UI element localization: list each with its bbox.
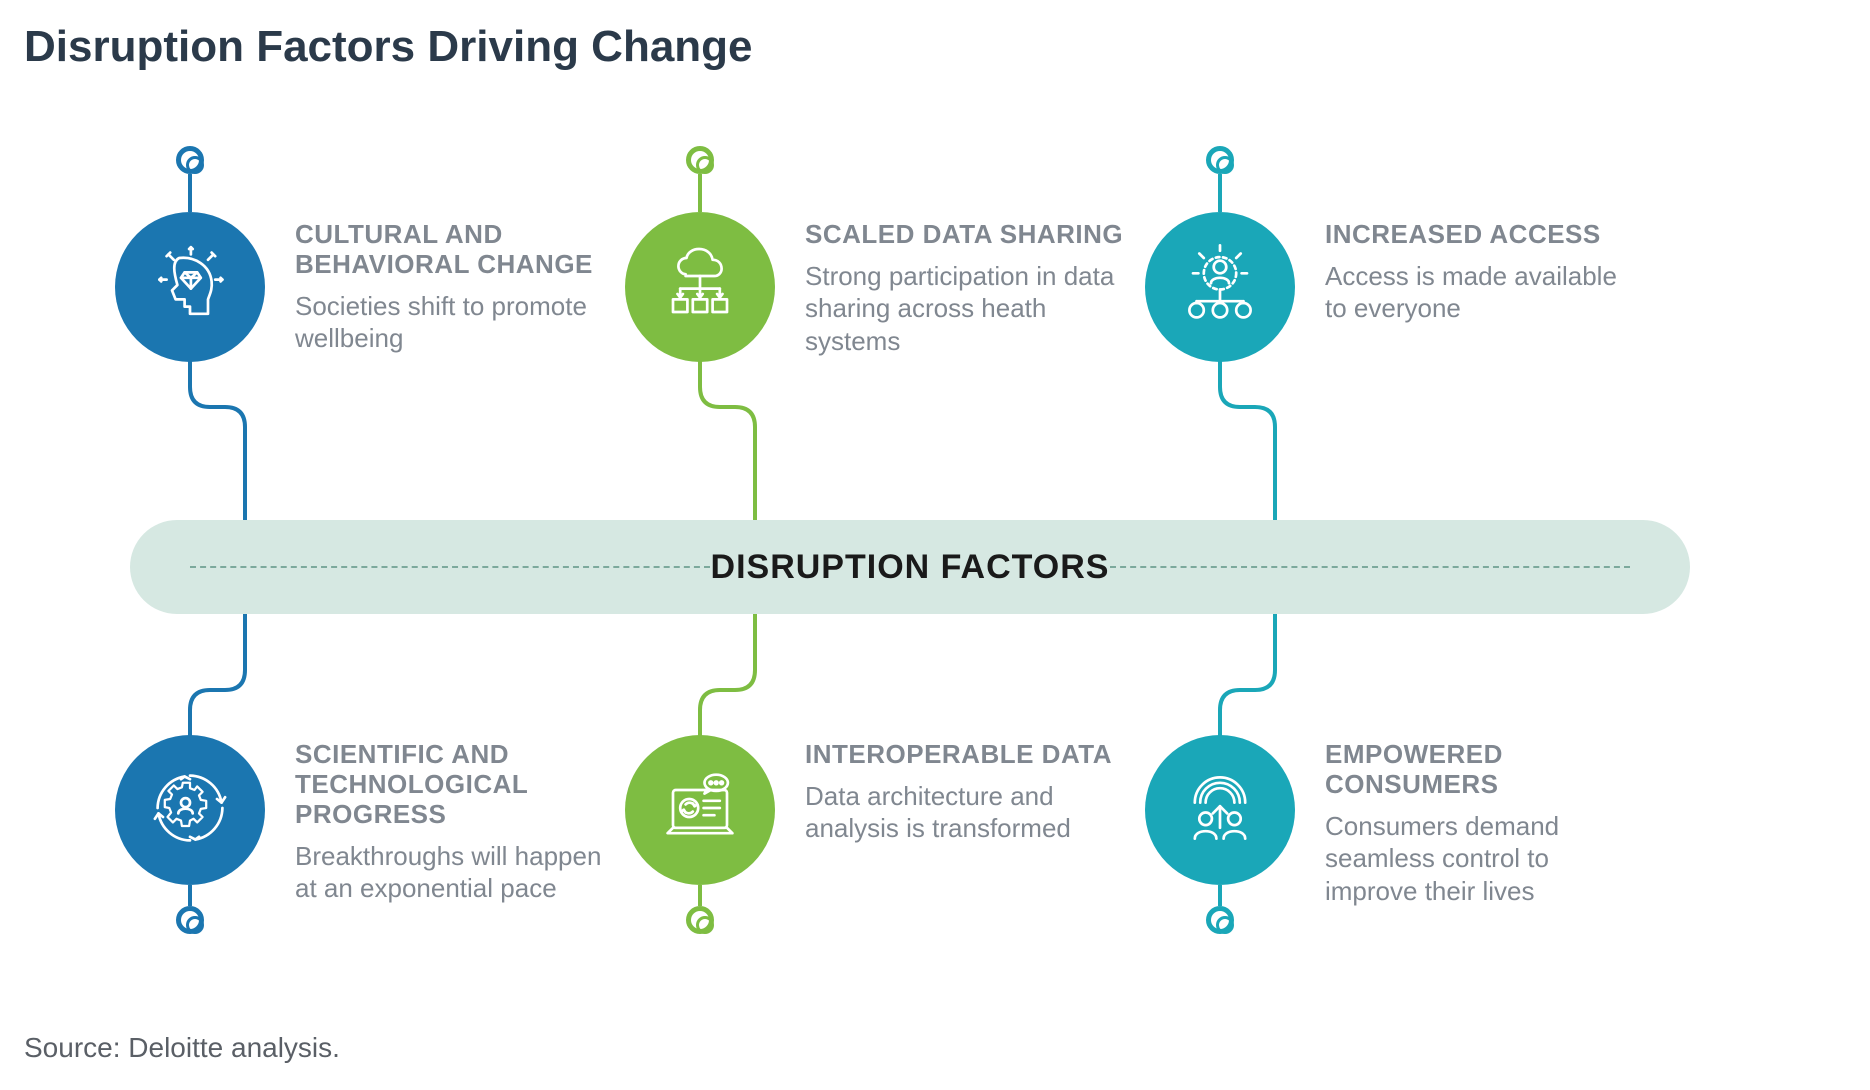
factor-title: CULTURAL AND BEHAVIORAL CHANGE [295, 220, 615, 280]
connector-ring-access [1206, 146, 1234, 174]
factor-text-consumers: EMPOWERED CONSUMERS Consumers demand seam… [1325, 740, 1645, 907]
factor-circle-interop [625, 735, 775, 885]
factor-text-cultural: CULTURAL AND BEHAVIORAL CHANGE Societies … [295, 220, 615, 355]
center-bar: DISRUPTION FACTORS [130, 520, 1690, 614]
factor-desc: Access is made available to everyone [1325, 260, 1645, 325]
center-dash-right [1110, 566, 1630, 568]
head-diamond-icon [145, 240, 235, 335]
factor-text-access: INCREASED ACCESS Access is made available… [1325, 220, 1645, 325]
factor-text-scaled-data: SCALED DATA SHARING Strong participation … [805, 220, 1125, 357]
diagram-container: DISRUPTION FACTORS CULTURAL AND BEHAVIOR… [80, 130, 1800, 990]
connector-ring-scitech [176, 906, 204, 934]
factor-text-scitech: SCIENTIFIC AND TECHNOLOGICAL PROGRESS Bre… [295, 740, 615, 905]
source-text: Source: Deloitte analysis. [24, 1032, 340, 1064]
center-bar-label: DISRUPTION FACTORS [711, 548, 1110, 587]
factor-desc: Breakthroughs will happen at an exponent… [295, 840, 615, 905]
factor-desc: Strong participation in data sharing acr… [805, 260, 1125, 358]
people-up-icon [1175, 763, 1265, 858]
connector-ring-cultural [176, 146, 204, 174]
center-dash-left [190, 566, 710, 568]
connector-ring-consumers [1206, 906, 1234, 934]
factor-circle-access [1145, 212, 1295, 362]
page-title: Disruption Factors Driving Change [24, 22, 753, 72]
factor-circle-cultural [115, 212, 265, 362]
factor-title: SCALED DATA SHARING [805, 220, 1125, 250]
connector-ring-scaled-data [686, 146, 714, 174]
factor-title: INTEROPERABLE DATA [805, 740, 1125, 770]
connector-ring-interop [686, 906, 714, 934]
factor-circle-scitech [115, 735, 265, 885]
factor-desc: Data architecture and analysis is transf… [805, 780, 1125, 845]
factor-title: SCIENTIFIC AND TECHNOLOGICAL PROGRESS [295, 740, 615, 830]
factor-desc: Societies shift to promote wellbeing [295, 290, 615, 355]
gear-cycle-icon [145, 763, 235, 858]
factor-circle-scaled-data [625, 212, 775, 362]
access-person-icon [1175, 240, 1265, 335]
laptop-sync-icon [655, 763, 745, 858]
factor-circle-consumers [1145, 735, 1295, 885]
factor-text-interop: INTEROPERABLE DATA Data architecture and … [805, 740, 1125, 845]
factor-desc: Consumers demand seamless control to imp… [1325, 810, 1645, 908]
factor-title: INCREASED ACCESS [1325, 220, 1645, 250]
factor-title: EMPOWERED CONSUMERS [1325, 740, 1645, 800]
cloud-boxes-icon [655, 240, 745, 335]
